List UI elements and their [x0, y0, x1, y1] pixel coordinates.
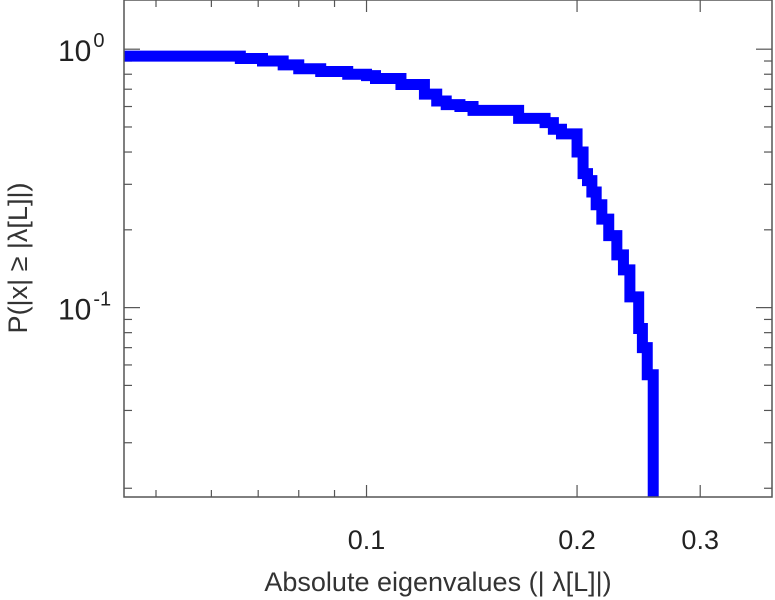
x-tick-label: 0.3 — [681, 525, 719, 555]
x-tick-label: 0.2 — [558, 525, 596, 555]
x-axis-title: Absolute eigenvalues (| λ[L]|) — [264, 567, 611, 597]
y-tick-label: 10 0 — [58, 30, 105, 68]
axis-ticks — [124, 0, 772, 497]
x-tick-label: 0.1 — [348, 525, 386, 555]
plot-frame — [123, 0, 773, 498]
x-tick-labels: 0.1 0.2 0.3 — [348, 525, 719, 555]
y-axis-title: P(|x| ≥ |λ[L]|) — [3, 183, 33, 334]
ccdf-series-line — [124, 50, 659, 497]
y-tick-label: 10 -1 — [58, 289, 111, 327]
